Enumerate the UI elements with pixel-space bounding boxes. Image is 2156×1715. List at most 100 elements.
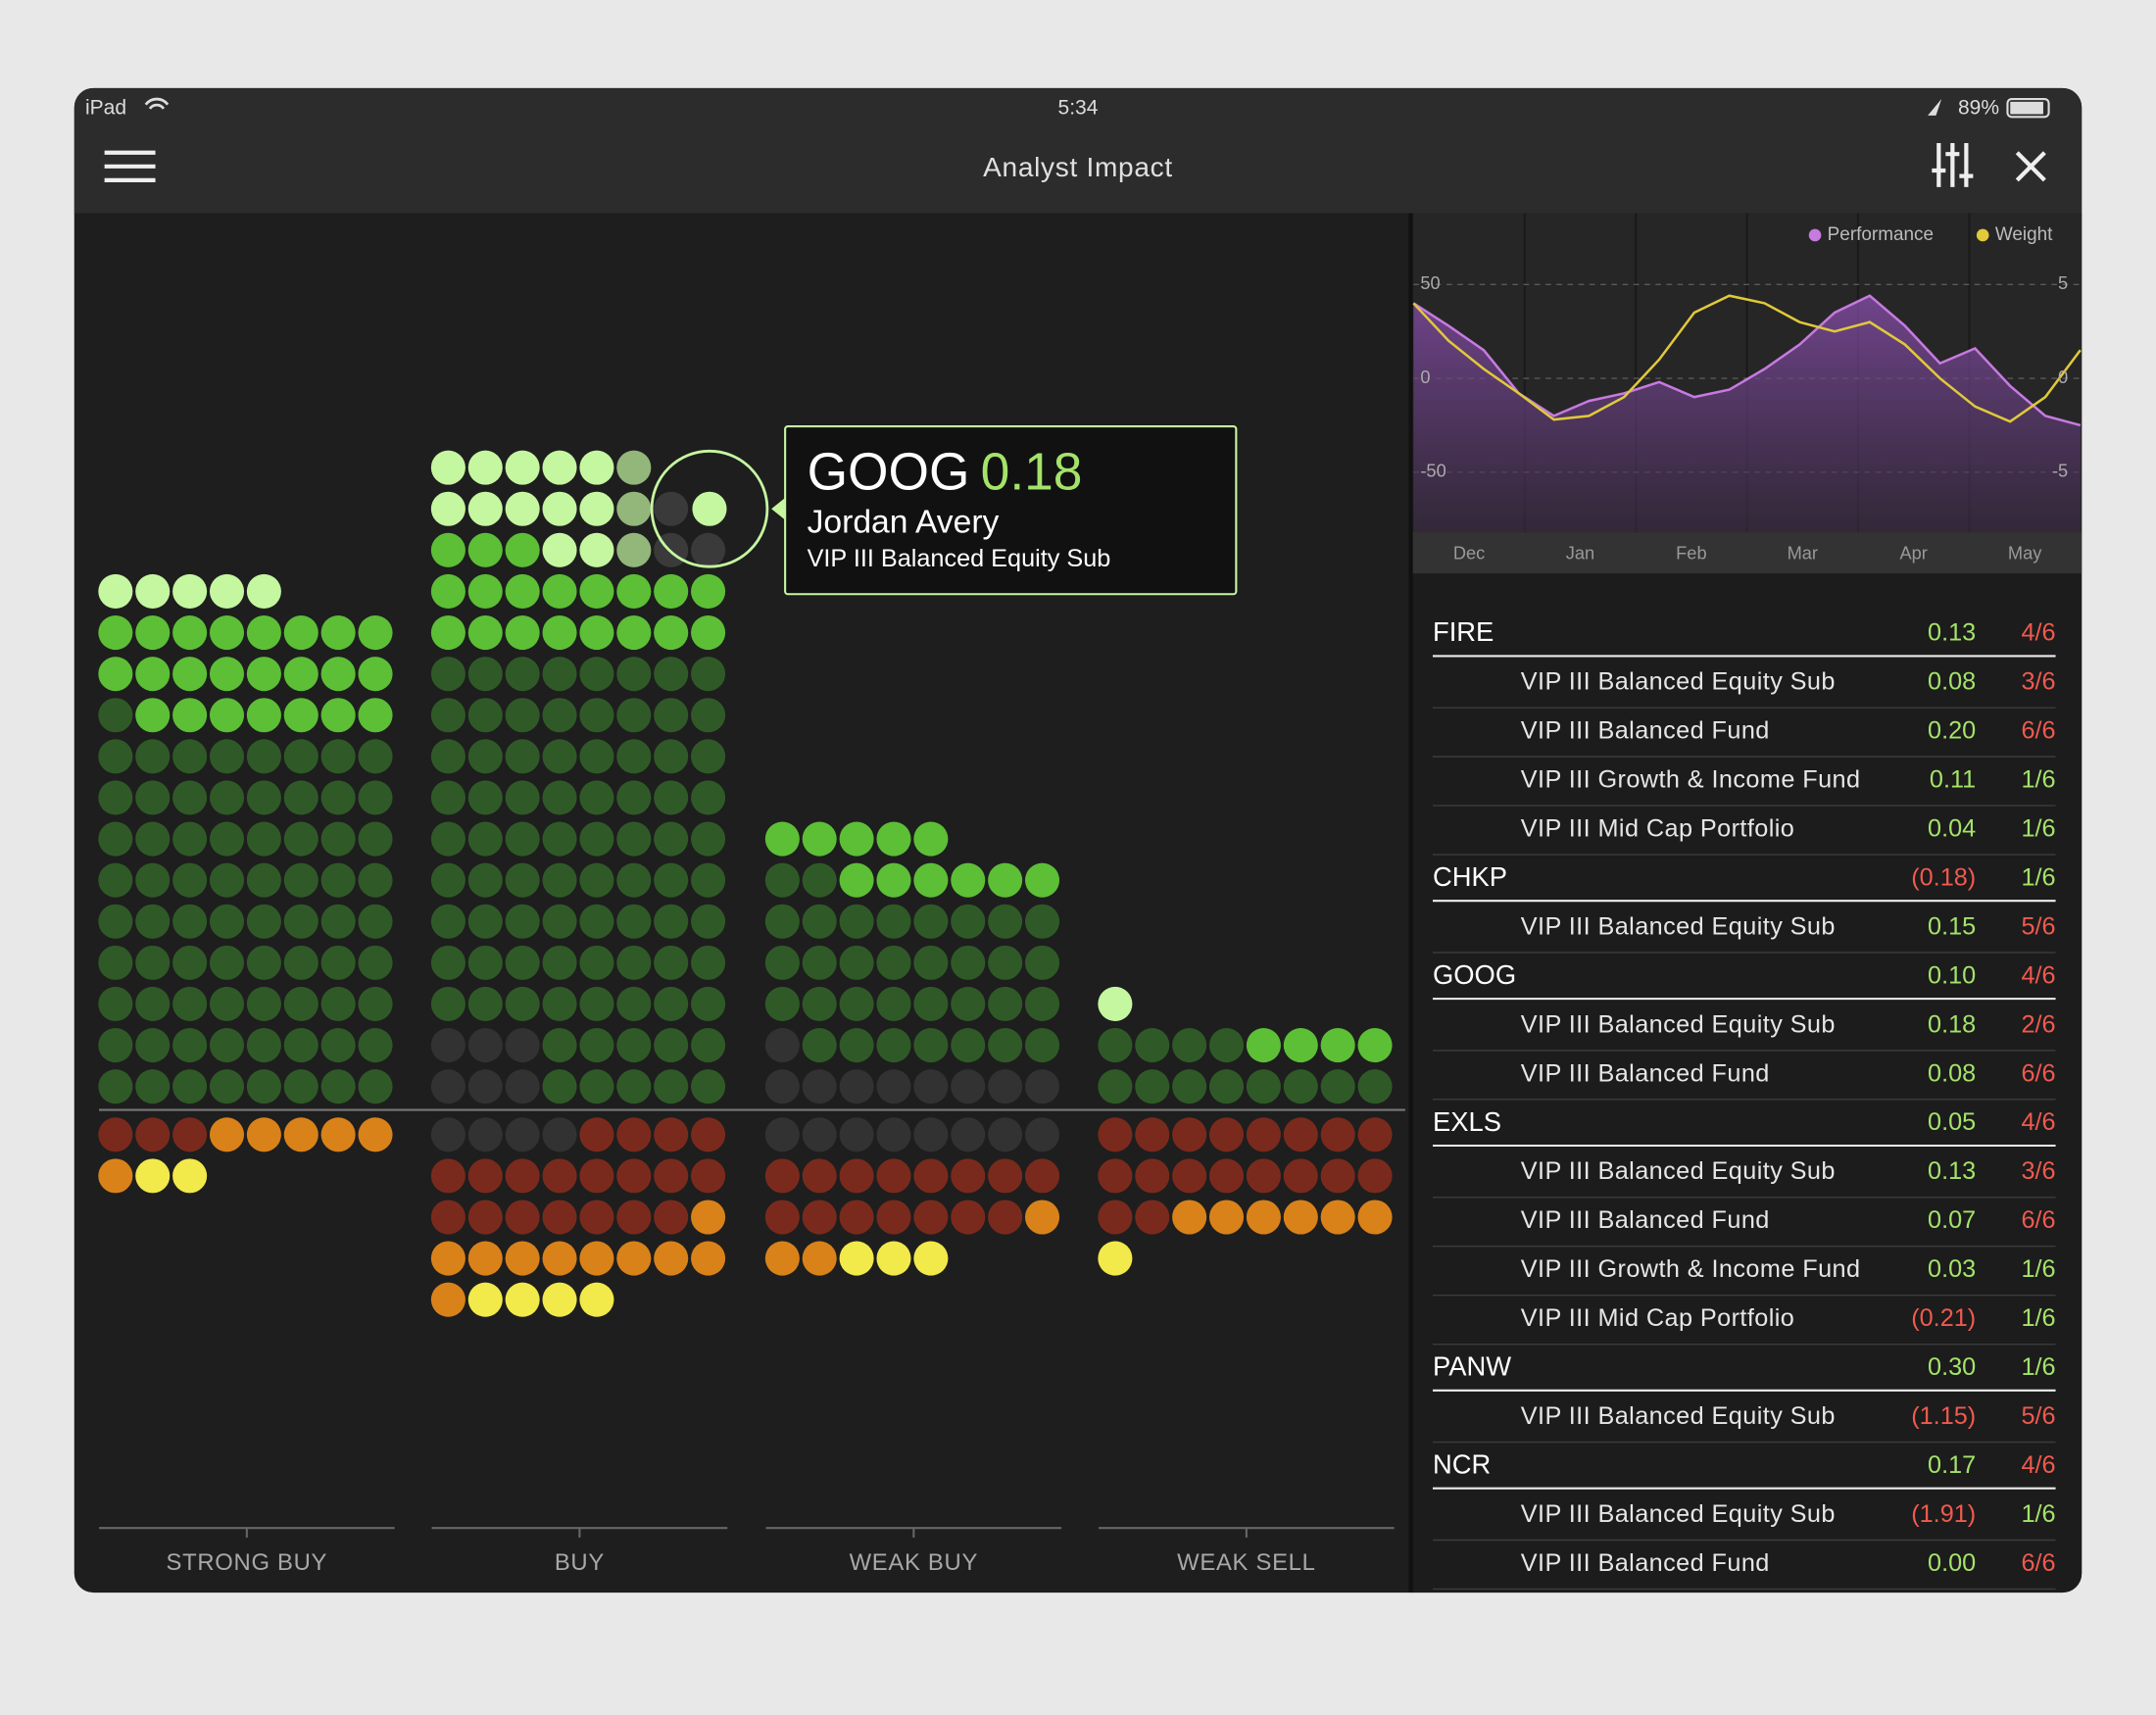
analyst-dot: [542, 1241, 577, 1276]
analyst-dot: [430, 1117, 466, 1152]
analyst-dot: [172, 1028, 208, 1063]
analyst-dot: [913, 945, 949, 980]
analyst-dot: [988, 986, 1023, 1022]
analyst-dot: [951, 904, 986, 939]
analyst-dot: [430, 450, 466, 485]
analyst-dot: [283, 615, 318, 651]
ticker: PANW: [1433, 1351, 1511, 1382]
analyst-dot: [98, 945, 133, 980]
analyst-dot: [246, 657, 281, 692]
close-button[interactable]: [2015, 151, 2046, 182]
analyst-dot: [616, 491, 652, 526]
analyst-dot: [1135, 1028, 1170, 1063]
analyst-dot: [1208, 1069, 1245, 1104]
fund-value: 0.08: [1928, 1059, 1976, 1087]
analyst-dot: [654, 1069, 689, 1104]
analyst-dot: [654, 821, 689, 857]
analyst-dot: [802, 1200, 837, 1235]
analyst-dot: [691, 1158, 726, 1194]
ticker: FIRE: [1433, 616, 1494, 647]
analyst-dot: [579, 1200, 614, 1235]
analyst-dot: [654, 945, 689, 980]
analyst-dot: [430, 532, 466, 567]
analyst-dot: [579, 1241, 614, 1276]
analyst-dot: [616, 986, 652, 1022]
x-tick-label: Apr: [1900, 542, 1928, 563]
menu-button[interactable]: [104, 150, 156, 182]
analyst-dot: [467, 573, 503, 609]
fund-score: 6/6: [2021, 1549, 2055, 1577]
analyst-dot: [505, 491, 540, 526]
analyst-dot: [988, 862, 1023, 898]
analyst-dot: [542, 1200, 577, 1235]
analyst-dot: [691, 904, 726, 939]
ticker-score: 4/6: [2021, 1108, 2055, 1136]
analyst-dot: [505, 945, 540, 980]
fund-name: VIP III Balanced Fund: [1521, 1059, 1770, 1087]
analyst-dot: [320, 657, 356, 692]
analyst-dot: [542, 821, 577, 857]
analyst-dot: [467, 904, 503, 939]
analyst-dot: [1172, 1117, 1207, 1152]
analyst-dot: [430, 986, 466, 1022]
ticker-value: 0.05: [1928, 1108, 1976, 1136]
analyst-dot: [764, 1028, 800, 1063]
series-line: [1412, 294, 2082, 423]
fund-value: 0.18: [1928, 1010, 1976, 1038]
analyst-dot: [616, 945, 652, 980]
analyst-dot: [283, 986, 318, 1022]
analyst-dot: [283, 657, 318, 692]
filter-button[interactable]: [1932, 142, 1974, 187]
analyst-dot: [542, 945, 577, 980]
analyst-dot: [209, 986, 245, 1022]
analyst-dot: [654, 780, 689, 815]
analyst-dot: [654, 1028, 689, 1063]
analyst-dot: [135, 698, 171, 733]
analyst-dot: [172, 1117, 208, 1152]
analyst-dot: [246, 1117, 281, 1152]
analyst-dot: [135, 739, 171, 774]
analyst-dot: [98, 739, 133, 774]
analyst-dot: [320, 1028, 356, 1063]
fund-score: 6/6: [2021, 1206, 2055, 1234]
clock: 5:34: [1058, 96, 1099, 119]
analyst-dot: [913, 1069, 949, 1104]
analyst-dot: [98, 1028, 133, 1063]
analyst-dot: [209, 945, 245, 980]
analyst-dot: [839, 1117, 874, 1152]
legend-swatch: [1808, 228, 1822, 242]
analyst-dot: [616, 573, 652, 609]
analyst-dot: [172, 986, 208, 1022]
fund-name: VIP III Growth & Income Fund: [1521, 1255, 1861, 1283]
battery-fill: [2010, 101, 2043, 115]
analyst-dot: [358, 615, 393, 651]
analyst-dot: [172, 573, 208, 609]
analyst-dot: [579, 491, 614, 526]
fund-value: 0.04: [1928, 814, 1976, 842]
category-label: BUY: [555, 1549, 605, 1576]
analyst-dot: [542, 532, 577, 567]
analyst-dot: [802, 1241, 837, 1276]
analyst-dot: [135, 1028, 171, 1063]
analyst-dot: [505, 821, 540, 857]
analyst-dot: [542, 573, 577, 609]
analyst-dot: [283, 1028, 318, 1063]
selected-dot[interactable]: [692, 491, 727, 526]
analyst-dot: [283, 945, 318, 980]
analyst-dot: [135, 1158, 171, 1194]
analyst-dot: [542, 657, 577, 692]
fund-name: VIP III Balanced Equity Sub: [1521, 1402, 1836, 1430]
analyst-dot: [579, 698, 614, 733]
fund-value: 0.07: [1928, 1206, 1976, 1234]
analyst-dot: [691, 821, 726, 857]
analyst-dot: [505, 573, 540, 609]
analyst-dot: [283, 739, 318, 774]
analyst-dot: [691, 862, 726, 898]
analyst-dot: [691, 780, 726, 815]
analyst-dot: [691, 657, 726, 692]
analyst-dot: [913, 1028, 949, 1063]
analyst-dot: [467, 532, 503, 567]
analyst-dot: [691, 532, 726, 567]
analyst-dot: [283, 780, 318, 815]
